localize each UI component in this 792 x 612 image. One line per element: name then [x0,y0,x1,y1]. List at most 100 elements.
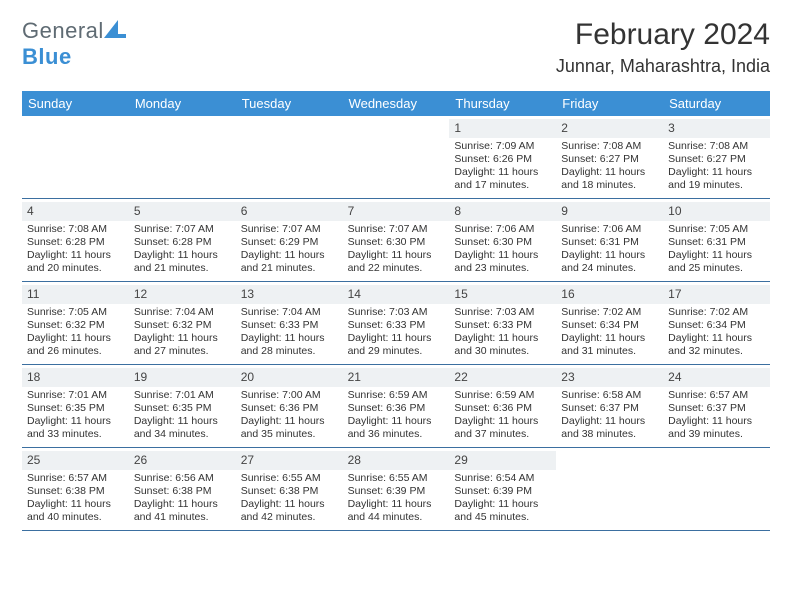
daylight-text: Daylight: 11 hours and 25 minutes. [668,249,765,275]
day-number: 14 [343,285,450,304]
sunset-text: Sunset: 6:30 PM [348,236,445,249]
sunrise-text: Sunrise: 7:06 AM [454,223,551,236]
sunset-text: Sunset: 6:37 PM [668,402,765,415]
calendar-cell: 27Sunrise: 6:55 AMSunset: 6:38 PMDayligh… [236,448,343,530]
weekday-header: Saturday [663,91,770,116]
title-block: February 2024 Junnar, Maharashtra, India [556,18,770,77]
location-label: Junnar, Maharashtra, India [556,56,770,77]
day-number: 17 [663,285,770,304]
sunrise-text: Sunrise: 7:02 AM [561,306,658,319]
day-number: 6 [236,202,343,221]
day-number: 8 [449,202,556,221]
sunset-text: Sunset: 6:27 PM [668,153,765,166]
day-number: 23 [556,368,663,387]
calendar-cell: 3Sunrise: 7:08 AMSunset: 6:27 PMDaylight… [663,116,770,198]
daylight-text: Daylight: 11 hours and 29 minutes. [348,332,445,358]
sunrise-text: Sunrise: 7:09 AM [454,140,551,153]
daylight-text: Daylight: 11 hours and 42 minutes. [241,498,338,524]
day-number: 4 [22,202,129,221]
daylight-text: Daylight: 11 hours and 22 minutes. [348,249,445,275]
daylight-text: Daylight: 11 hours and 19 minutes. [668,166,765,192]
sunset-text: Sunset: 6:31 PM [668,236,765,249]
sunrise-text: Sunrise: 6:57 AM [27,472,124,485]
sunrise-text: Sunrise: 7:01 AM [27,389,124,402]
brand-text-grey: General [22,18,104,43]
sunset-text: Sunset: 6:32 PM [27,319,124,332]
daylight-text: Daylight: 11 hours and 27 minutes. [134,332,231,358]
calendar-week: 1Sunrise: 7:09 AMSunset: 6:26 PMDaylight… [22,116,770,199]
sunrise-text: Sunrise: 6:59 AM [454,389,551,402]
sunrise-text: Sunrise: 7:05 AM [668,223,765,236]
daylight-text: Daylight: 11 hours and 36 minutes. [348,415,445,441]
calendar-cell [129,116,236,198]
daylight-text: Daylight: 11 hours and 21 minutes. [134,249,231,275]
day-number: 10 [663,202,770,221]
day-number: 1 [449,119,556,138]
calendar-week: 18Sunrise: 7:01 AMSunset: 6:35 PMDayligh… [22,365,770,448]
day-number: 29 [449,451,556,470]
calendar-cell: 14Sunrise: 7:03 AMSunset: 6:33 PMDayligh… [343,282,450,364]
calendar-cell: 11 Sunrise: 7:05 AMSunset: 6:32 PMDayligh… [22,282,129,364]
sunrise-text: Sunrise: 7:06 AM [561,223,658,236]
sunrise-text: Sunrise: 7:08 AM [27,223,124,236]
calendar-cell: 29Sunrise: 6:54 AMSunset: 6:39 PMDayligh… [449,448,556,530]
daylight-text: Daylight: 11 hours and 38 minutes. [561,415,658,441]
calendar-cell: 10 Sunrise: 7:05 AMSunset: 6:31 PMDayligh… [663,199,770,281]
weekday-header: Monday [129,91,236,116]
sunrise-text: Sunrise: 7:03 AM [454,306,551,319]
day-number: 11 [22,285,129,304]
calendar-cell: 1 Sunrise: 7:09 AMSunset: 6:26 PMDaylight… [449,116,556,198]
calendar-cell: 25Sunrise: 6:57 AMSunset: 6:38 PMDayligh… [22,448,129,530]
daylight-text: Daylight: 11 hours and 26 minutes. [27,332,124,358]
daylight-text: Daylight: 11 hours and 20 minutes. [27,249,124,275]
day-number: 28 [343,451,450,470]
brand-text: General Blue [22,18,126,70]
sunrise-text: Sunrise: 6:58 AM [561,389,658,402]
sunrise-text: Sunrise: 7:01 AM [134,389,231,402]
sunrise-text: Sunrise: 7:04 AM [241,306,338,319]
sunset-text: Sunset: 6:36 PM [348,402,445,415]
sunset-text: Sunset: 6:34 PM [561,319,658,332]
daylight-text: Daylight: 11 hours and 31 minutes. [561,332,658,358]
sunrise-text: Sunrise: 6:54 AM [454,472,551,485]
calendar-cell: 9Sunrise: 7:06 AMSunset: 6:31 PMDaylight… [556,199,663,281]
day-number: 5 [129,202,236,221]
daylight-text: Daylight: 11 hours and 35 minutes. [241,415,338,441]
calendar-cell [236,116,343,198]
daylight-text: Daylight: 11 hours and 37 minutes. [454,415,551,441]
sunrise-text: Sunrise: 6:56 AM [134,472,231,485]
daylight-text: Daylight: 11 hours and 40 minutes. [27,498,124,524]
daylight-text: Daylight: 11 hours and 17 minutes. [454,166,551,192]
daylight-text: Daylight: 11 hours and 45 minutes. [454,498,551,524]
sunrise-text: Sunrise: 7:08 AM [668,140,765,153]
day-number: 18 [22,368,129,387]
calendar-cell: 19Sunrise: 7:01 AMSunset: 6:35 PMDayligh… [129,365,236,447]
sunset-text: Sunset: 6:28 PM [27,236,124,249]
calendar-cell: 21Sunrise: 6:59 AMSunset: 6:36 PMDayligh… [343,365,450,447]
calendar-cell: 18Sunrise: 7:01 AMSunset: 6:35 PMDayligh… [22,365,129,447]
calendar-cell: 2Sunrise: 7:08 AMSunset: 6:27 PMDaylight… [556,116,663,198]
sunset-text: Sunset: 6:27 PM [561,153,658,166]
day-number: 20 [236,368,343,387]
sunrise-text: Sunrise: 7:05 AM [27,306,124,319]
sunset-text: Sunset: 6:32 PM [134,319,231,332]
calendar-cell: 22Sunrise: 6:59 AMSunset: 6:36 PMDayligh… [449,365,556,447]
sunrise-text: Sunrise: 7:04 AM [134,306,231,319]
weekday-header: Friday [556,91,663,116]
day-number: 19 [129,368,236,387]
calendar-cell: 26Sunrise: 6:56 AMSunset: 6:38 PMDayligh… [129,448,236,530]
sunset-text: Sunset: 6:36 PM [454,402,551,415]
sunset-text: Sunset: 6:31 PM [561,236,658,249]
weekday-header-row: Sunday Monday Tuesday Wednesday Thursday… [22,91,770,116]
sunset-text: Sunset: 6:36 PM [241,402,338,415]
calendar-cell: 24Sunrise: 6:57 AMSunset: 6:37 PMDayligh… [663,365,770,447]
sunrise-text: Sunrise: 6:59 AM [348,389,445,402]
sunrise-text: Sunrise: 7:07 AM [241,223,338,236]
sunrise-text: Sunrise: 6:55 AM [348,472,445,485]
sunrise-text: Sunrise: 7:00 AM [241,389,338,402]
day-number: 25 [22,451,129,470]
calendar-week: 25Sunrise: 6:57 AMSunset: 6:38 PMDayligh… [22,448,770,531]
sunset-text: Sunset: 6:26 PM [454,153,551,166]
sunset-text: Sunset: 6:35 PM [134,402,231,415]
brand-sail-icon [104,20,126,38]
